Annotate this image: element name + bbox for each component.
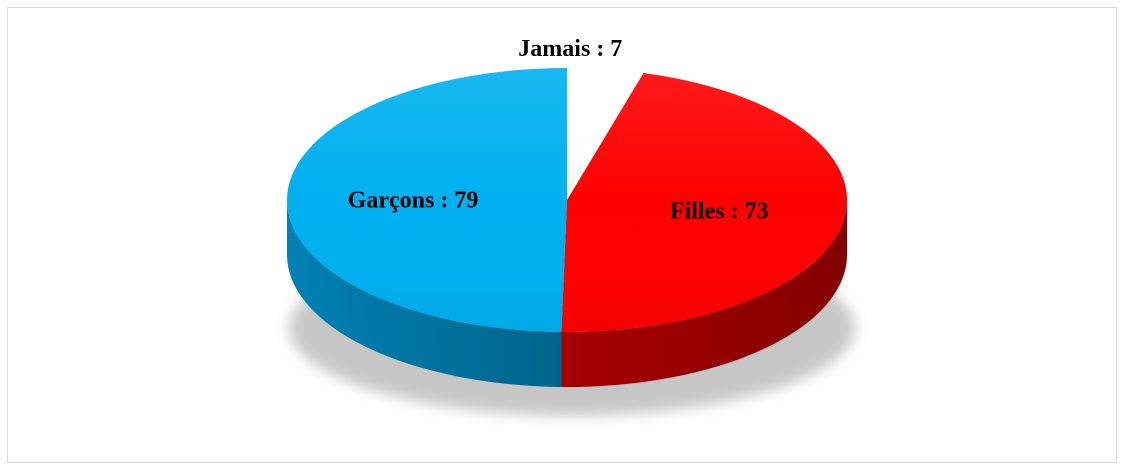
- label-jamais: Jamais : 7: [518, 36, 622, 62]
- pie-slice-sheen-jamais: [570, 56, 647, 189]
- pie-labels: Jamais : 7 Filles : 73 Garçons : 79: [348, 36, 769, 225]
- pie-slice-sheen-filles: [561, 73, 848, 333]
- pie-sides: [287, 200, 847, 387]
- label-filles: Filles : 73: [670, 199, 769, 225]
- pie-slice-sheen-gar-ons: [286, 68, 567, 332]
- label-gar-ons: Garçons : 79: [348, 187, 479, 213]
- pie-side-filles: [561, 200, 847, 387]
- pie-side-gar-ons: [287, 200, 562, 387]
- pie-tops: [286, 56, 848, 333]
